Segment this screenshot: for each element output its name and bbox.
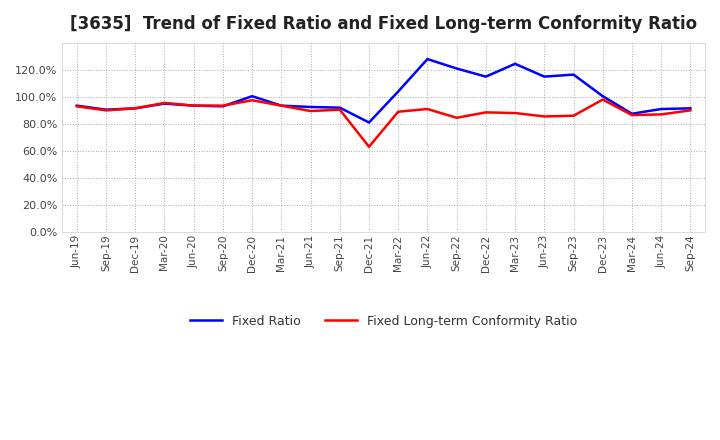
Fixed Long-term Conformity Ratio	[452, 115, 461, 121]
Fixed Ratio	[306, 104, 315, 110]
Fixed Long-term Conformity Ratio	[219, 103, 228, 108]
Line: Fixed Long-term Conformity Ratio: Fixed Long-term Conformity Ratio	[77, 99, 690, 147]
Fixed Ratio	[277, 103, 286, 108]
Legend: Fixed Ratio, Fixed Long-term Conformity Ratio: Fixed Ratio, Fixed Long-term Conformity …	[185, 310, 582, 333]
Fixed Ratio	[394, 89, 402, 94]
Fixed Ratio	[540, 74, 549, 79]
Fixed Ratio	[189, 103, 198, 108]
Fixed Ratio	[160, 101, 168, 106]
Fixed Ratio	[657, 106, 665, 112]
Fixed Ratio	[570, 72, 578, 77]
Fixed Long-term Conformity Ratio	[102, 108, 110, 113]
Fixed Long-term Conformity Ratio	[657, 112, 665, 117]
Fixed Long-term Conformity Ratio	[336, 107, 344, 112]
Fixed Long-term Conformity Ratio	[598, 97, 607, 102]
Fixed Long-term Conformity Ratio	[160, 100, 168, 106]
Fixed Long-term Conformity Ratio	[277, 103, 286, 108]
Fixed Ratio	[336, 105, 344, 110]
Fixed Long-term Conformity Ratio	[189, 103, 198, 108]
Fixed Long-term Conformity Ratio	[686, 108, 695, 113]
Fixed Long-term Conformity Ratio	[510, 110, 519, 116]
Fixed Ratio	[628, 111, 636, 116]
Fixed Ratio	[102, 107, 110, 112]
Fixed Long-term Conformity Ratio	[394, 109, 402, 114]
Fixed Long-term Conformity Ratio	[73, 104, 81, 109]
Fixed Long-term Conformity Ratio	[540, 114, 549, 119]
Fixed Ratio	[482, 74, 490, 79]
Fixed Ratio	[131, 106, 140, 111]
Fixed Long-term Conformity Ratio	[131, 106, 140, 111]
Fixed Long-term Conformity Ratio	[365, 144, 374, 150]
Fixed Ratio	[452, 66, 461, 71]
Line: Fixed Ratio: Fixed Ratio	[77, 59, 690, 122]
Fixed Ratio	[686, 106, 695, 111]
Fixed Long-term Conformity Ratio	[306, 108, 315, 114]
Title: [3635]  Trend of Fixed Ratio and Fixed Long-term Conformity Ratio: [3635] Trend of Fixed Ratio and Fixed Lo…	[70, 15, 697, 33]
Fixed Ratio	[248, 94, 256, 99]
Fixed Ratio	[365, 120, 374, 125]
Fixed Long-term Conformity Ratio	[248, 98, 256, 103]
Fixed Long-term Conformity Ratio	[628, 113, 636, 118]
Fixed Ratio	[510, 61, 519, 66]
Fixed Long-term Conformity Ratio	[570, 113, 578, 118]
Fixed Long-term Conformity Ratio	[423, 106, 432, 112]
Fixed Ratio	[219, 104, 228, 109]
Fixed Ratio	[423, 56, 432, 62]
Fixed Long-term Conformity Ratio	[482, 110, 490, 115]
Fixed Ratio	[73, 103, 81, 108]
Fixed Ratio	[598, 94, 607, 99]
